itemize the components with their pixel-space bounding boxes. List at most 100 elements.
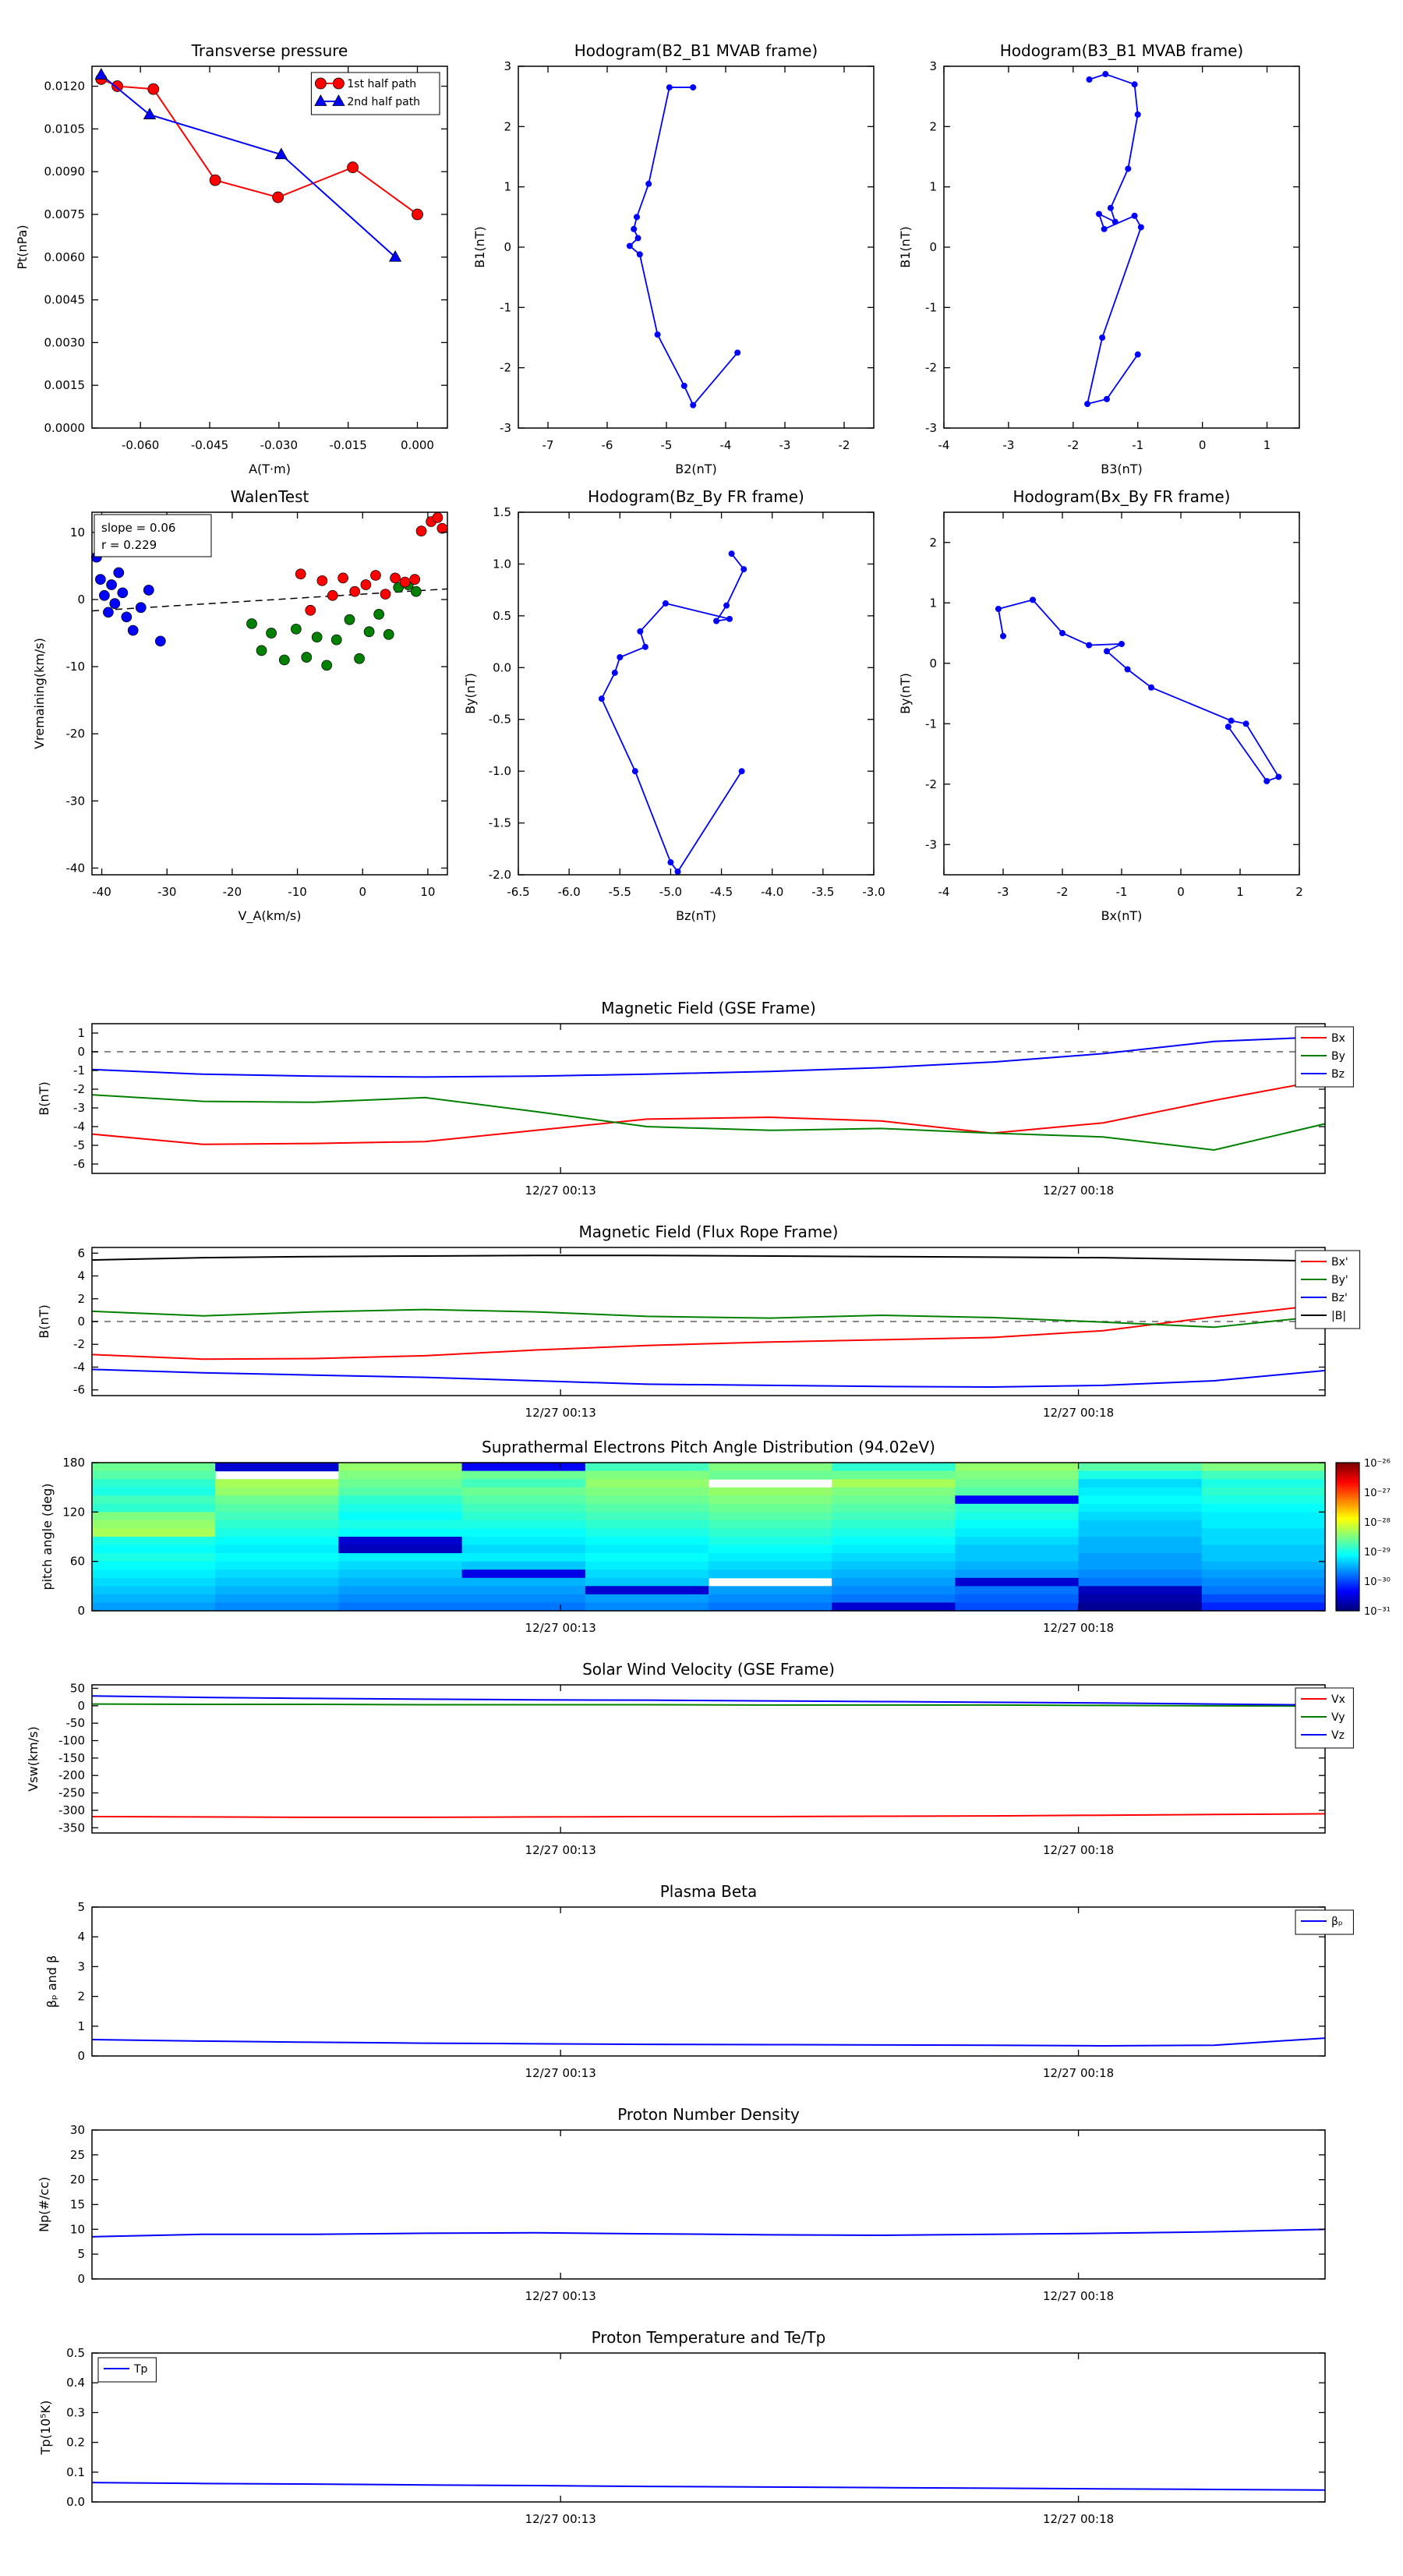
colorbar-strip: [1336, 1593, 1359, 1597]
legend-label: 2nd half path: [347, 96, 420, 108]
y-tick-label: -3: [500, 421, 511, 435]
panel-title: Solar Wind Velocity (GSE Frame): [582, 1660, 835, 1679]
heatmap-cell: [338, 1520, 463, 1530]
panel-walen: -40 -30 -20 -10 0 10 -40 -30 -20 -10 0 10 WalenTest V…: [32, 487, 448, 924]
series-line: [91, 1035, 1326, 1078]
dot-marker: [690, 402, 697, 409]
heatmap-cell: [709, 1594, 832, 1604]
dot-marker: [1263, 777, 1270, 784]
y-tick-label: 0: [77, 1045, 85, 1059]
panel-bgse: 12/27 00:13 12/27 00:18 -6 -5 -4 -3 -2 -1 0 1 Magn…: [37, 999, 1354, 1198]
dot-marker: [713, 617, 720, 625]
heatmap-cell: [585, 1512, 709, 1521]
y-tick-label: 0: [77, 1604, 85, 1618]
y-tick-label: 1.0: [493, 557, 511, 571]
colorbar-tick-label: 10⁻³⁰: [1364, 1576, 1391, 1588]
scatter-point: [383, 628, 394, 640]
heatmap-cell: [832, 1495, 956, 1505]
heatmap-cell: [215, 1495, 339, 1505]
heatmap-cell: [832, 1545, 956, 1554]
y-tick-label: 60: [70, 1555, 85, 1569]
dot-marker: [738, 768, 745, 775]
heatmap-cell: [832, 1577, 956, 1587]
panel-title: Proton Number Density: [617, 2105, 800, 2124]
x-tick-label: 1: [1236, 885, 1244, 899]
heatmap-cell: [1201, 1594, 1326, 1604]
heatmap-cell: [92, 1569, 216, 1579]
series-B-magnitude: [91, 1254, 1326, 1262]
dot-marker: [637, 628, 644, 635]
series-Vx: [91, 1813, 1326, 1818]
colorbar-strip: [1336, 1514, 1359, 1518]
heatmap-cell: [1078, 1537, 1203, 1546]
heatmap-cell: [1201, 1577, 1326, 1587]
panel-title: Hodogram(Bz_By FR frame): [588, 487, 804, 506]
y-tick-label: 0.0075: [44, 207, 86, 221]
y-tick-label: 5: [77, 1900, 85, 1914]
scatter-point: [113, 567, 125, 579]
heatmap-cell: [709, 1470, 832, 1480]
y-tick-label: 25: [70, 2148, 85, 2162]
legend-frame: [310, 72, 440, 115]
dot-marker: [1086, 642, 1093, 649]
series-line: [91, 1703, 1326, 1707]
dot-marker: [728, 550, 735, 557]
y-tick-label: 5: [77, 2247, 85, 2261]
circle-marker: [111, 80, 123, 92]
heatmap-cell: [92, 1561, 216, 1570]
circle-marker: [314, 77, 327, 90]
y-tick-label: 0.5: [66, 2346, 85, 2360]
x-tick-label: 12/27 00:18: [1043, 1184, 1114, 1198]
heatmap-cell: [1078, 1487, 1203, 1496]
y-tick-label: -200: [58, 1768, 85, 1782]
heatmap-cell: [709, 1503, 832, 1513]
scatter-point: [305, 604, 316, 616]
heatmap-cell: [1078, 1463, 1203, 1472]
heatmap-cell: [1078, 1495, 1203, 1505]
series-1st-half-path: [95, 73, 423, 221]
x-tick-label: -7: [542, 438, 554, 452]
heatmap-cell: [955, 1479, 1080, 1488]
heatmap-cell: [461, 1545, 586, 1554]
y-axis-label: Vsw(km/s): [26, 1726, 41, 1791]
circle-marker: [347, 161, 359, 174]
axes-frame: [91, 1023, 1326, 1174]
heatmap-cell: [1201, 1479, 1326, 1488]
x-axis-label: A(T·m): [249, 462, 291, 476]
y-tick-label: 0: [77, 2049, 85, 2063]
dot-marker: [1124, 666, 1131, 673]
x-tick-label: 12/27 00:13: [525, 1184, 596, 1198]
dot-marker: [723, 602, 730, 609]
heatmap-cell: [461, 1487, 586, 1496]
series-line: [91, 1695, 1326, 1706]
x-tick-label: -5.5: [609, 885, 631, 899]
y-tick-label: -30: [66, 794, 86, 808]
series-line: [628, 87, 738, 407]
series-line: [101, 74, 396, 258]
heatmap-cell: [955, 1520, 1080, 1530]
series-first-interval-points: [91, 551, 166, 647]
panel-title: Proton Temperature and Te/Tp: [592, 2328, 826, 2347]
y-tick-label: 0.0045: [44, 293, 86, 307]
series-Np: [91, 2228, 1326, 2238]
scatter-point: [349, 586, 361, 597]
dot-marker: [654, 331, 661, 338]
scatter-point: [291, 623, 302, 635]
dot-marker: [690, 84, 697, 91]
heatmap-cell: [461, 1479, 586, 1488]
heatmap-cell: [1201, 1602, 1326, 1612]
axes-frame: [91, 1906, 1326, 2057]
series-line: [997, 599, 1280, 782]
colorbar: 10⁻²⁶ 10⁻²⁷ 10⁻²⁸ 10⁻²⁹ 10⁻³⁰ 10⁻³¹: [1335, 1458, 1391, 1618]
heatmap-cell: [955, 1602, 1080, 1612]
heatmap-cell: [215, 1528, 339, 1537]
heatmap-cell: [585, 1520, 709, 1530]
series-line: [600, 553, 745, 873]
dot-marker: [734, 349, 741, 356]
axes-frame: [91, 1462, 1326, 1612]
x-tick-label: 12/27 00:18: [1043, 2289, 1114, 2303]
heatmap-cell: [338, 1561, 463, 1570]
scatter-point: [409, 574, 421, 585]
colorbar-strip: [1336, 1537, 1359, 1540]
